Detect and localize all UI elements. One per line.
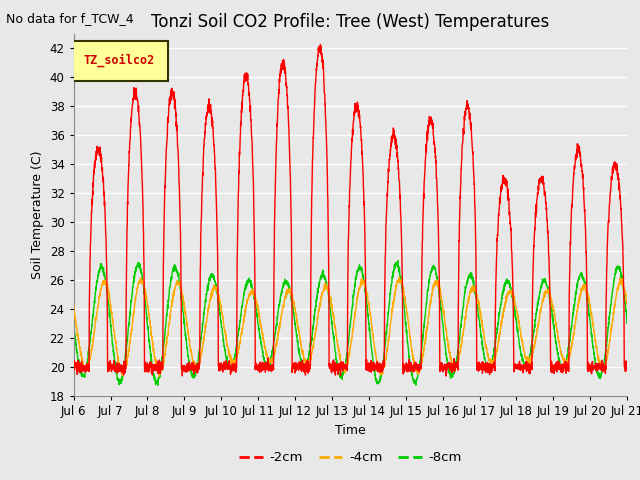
Legend: -2cm, -4cm, -8cm: -2cm, -4cm, -8cm — [234, 446, 467, 469]
FancyBboxPatch shape — [71, 41, 168, 81]
Title: Tonzi Soil CO2 Profile: Tree (West) Temperatures: Tonzi Soil CO2 Profile: Tree (West) Temp… — [151, 12, 550, 31]
Y-axis label: Soil Temperature (C): Soil Temperature (C) — [31, 151, 44, 279]
Text: TZ_soilco2: TZ_soilco2 — [83, 54, 155, 68]
Text: No data for f_TCW_4: No data for f_TCW_4 — [6, 12, 134, 25]
X-axis label: Time: Time — [335, 423, 366, 437]
